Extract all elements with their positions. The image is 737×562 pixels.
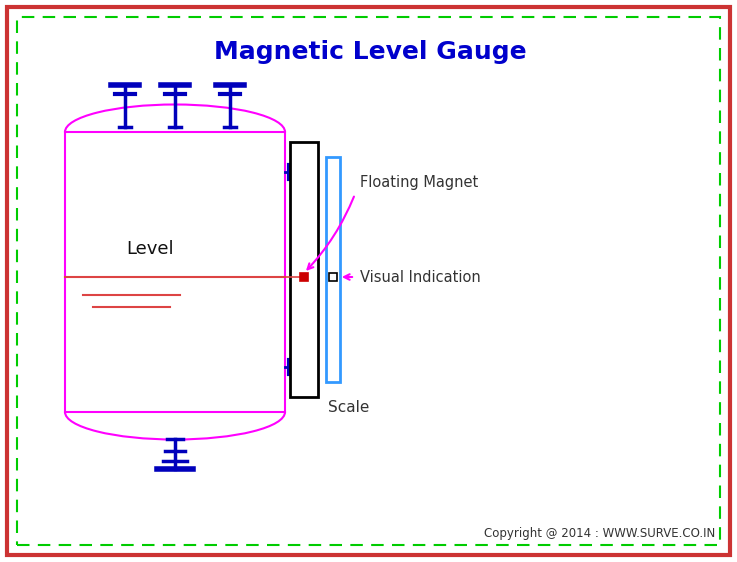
Text: Scale: Scale [328,400,369,415]
Bar [326,157,340,382]
Bar [300,273,308,281]
Text: Visual Indication: Visual Indication [360,270,481,284]
Text: Floating Magnet: Floating Magnet [360,175,478,190]
Bar [329,273,337,281]
Text: Level: Level [126,240,174,258]
Text: Magnetic Level Gauge: Magnetic Level Gauge [214,40,526,64]
Text: Copyright @ 2014 : WWW.SURVE.CO.IN: Copyright @ 2014 : WWW.SURVE.CO.IN [483,528,715,541]
Bar [290,142,318,397]
